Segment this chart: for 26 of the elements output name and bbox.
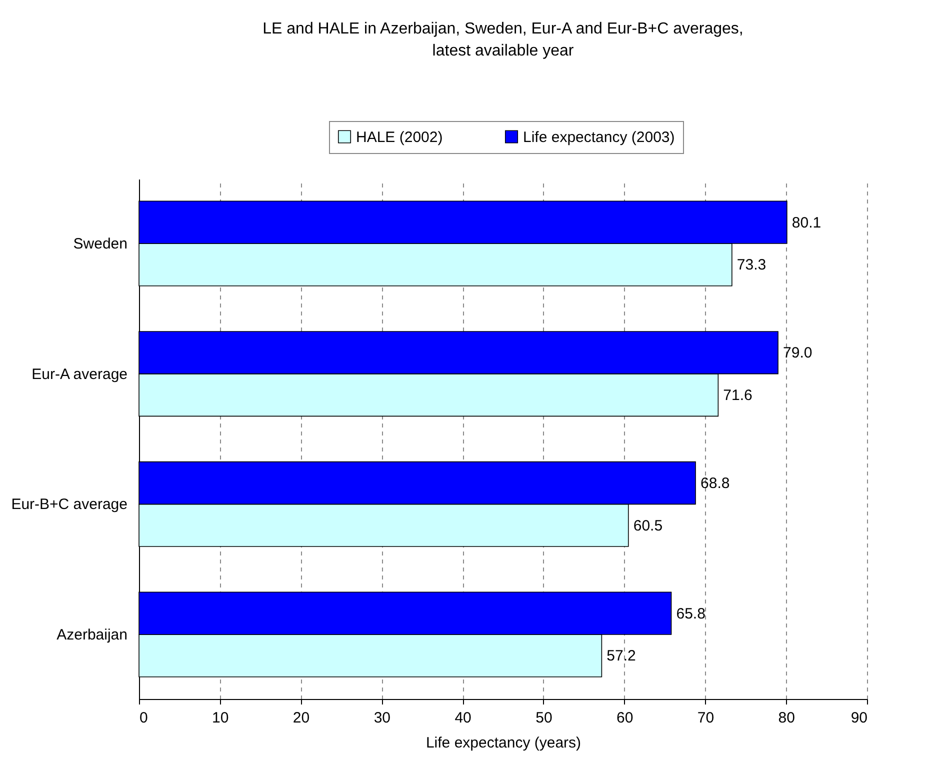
data-label: 57.2 [606, 648, 636, 665]
x-tick-label: 80 [778, 710, 795, 726]
x-tick-label: 60 [616, 710, 634, 726]
x-tick-label: 0 [140, 710, 148, 726]
data-label: 71.6 [723, 387, 752, 404]
x-tick-label: 40 [454, 710, 472, 726]
legend-label: Life expectancy (2003) [523, 128, 675, 146]
data-label: 68.8 [700, 474, 730, 492]
y-tick-label: Sweden [73, 236, 128, 253]
legend-label: HALE (2002) [356, 128, 443, 146]
x-tick-label: 90 [850, 710, 868, 726]
data-label: 79.0 [783, 344, 812, 362]
y-tick-label: Eur-B+C average [11, 496, 128, 514]
data-label: 60.5 [633, 517, 663, 534]
x-tick-label: 70 [697, 710, 714, 726]
y-tick-label: Eur-A average [32, 366, 128, 383]
chart-title: LE and HALE in Azerbaijan, Sweden, Eur-A and Eur-B+C averages, latest available year [262, 20, 744, 60]
x-tick-label: 10 [212, 710, 229, 726]
data-label: 80.1 [792, 214, 822, 232]
x-tick-label: 50 [536, 710, 552, 726]
y-tick-label: Azerbaijan [56, 626, 128, 644]
x-tick-label: 20 [292, 710, 310, 726]
data-label: 65.8 [676, 605, 706, 622]
x-axis-title: Life expectancy (years) [426, 734, 582, 752]
data-label: 73.3 [736, 256, 766, 274]
x-tick-label: 30 [374, 710, 391, 726]
